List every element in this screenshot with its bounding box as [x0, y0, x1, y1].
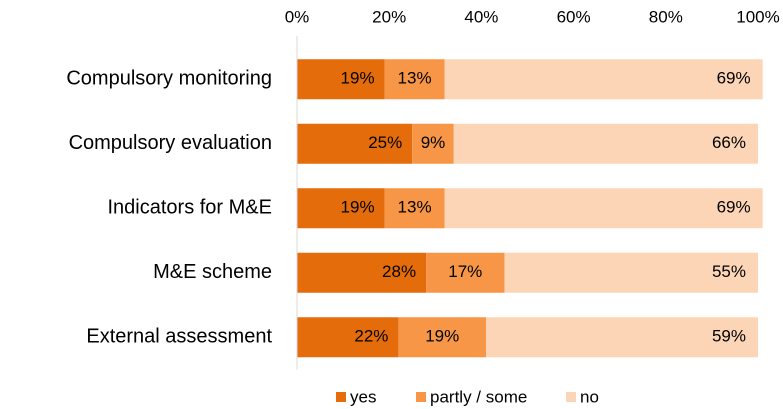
bar-segment: [444, 188, 763, 229]
category-label: Indicators for M&E: [107, 197, 272, 219]
data-label: 13%: [398, 69, 432, 88]
bar-segment: [426, 252, 505, 293]
x-tick-label: 100%: [736, 7, 779, 26]
data-label: 13%: [398, 198, 432, 217]
data-label: 19%: [341, 69, 375, 88]
data-label: 69%: [717, 198, 751, 217]
data-label: 9%: [421, 133, 446, 152]
bar-segment: [384, 188, 445, 229]
bar-segment: [412, 123, 454, 164]
legend-label: yes: [350, 387, 376, 406]
bar-segment: [297, 252, 427, 293]
bar-segment: [384, 59, 445, 100]
data-label: 25%: [368, 133, 402, 152]
legend-swatch: [336, 392, 346, 402]
category-label: M&E scheme: [153, 261, 272, 283]
legend-label: no: [580, 387, 599, 406]
data-label: 69%: [717, 69, 751, 88]
x-tick-label: 0%: [285, 7, 310, 26]
bar-segment: [297, 317, 399, 358]
data-label: 28%: [382, 262, 416, 281]
category-label: External assessment: [86, 326, 272, 348]
data-label: 19%: [341, 198, 375, 217]
category-label: Compulsory monitoring: [66, 68, 272, 90]
bar-segment: [453, 123, 758, 164]
bar-segment: [297, 188, 385, 229]
bar-segment: [486, 317, 758, 358]
bar-segment: [297, 123, 413, 164]
bar-segment: [398, 317, 487, 358]
category-label: Compulsory evaluation: [69, 132, 272, 154]
bar-segment: [504, 252, 758, 293]
bar-segment: [444, 59, 763, 100]
data-label: 66%: [712, 133, 746, 152]
bar-segment: [297, 59, 385, 100]
x-tick-label: 40%: [464, 7, 498, 26]
data-label: 17%: [448, 262, 482, 281]
data-label: 19%: [425, 327, 459, 346]
data-label: 55%: [712, 262, 746, 281]
x-tick-label: 80%: [649, 7, 683, 26]
legend-label: partly / some: [430, 387, 527, 406]
legend-swatch: [416, 392, 426, 402]
x-tick-label: 60%: [557, 7, 591, 26]
data-label: 22%: [354, 327, 388, 346]
legend-swatch: [566, 392, 576, 402]
x-tick-label: 20%: [372, 7, 406, 26]
data-label: 59%: [712, 327, 746, 346]
